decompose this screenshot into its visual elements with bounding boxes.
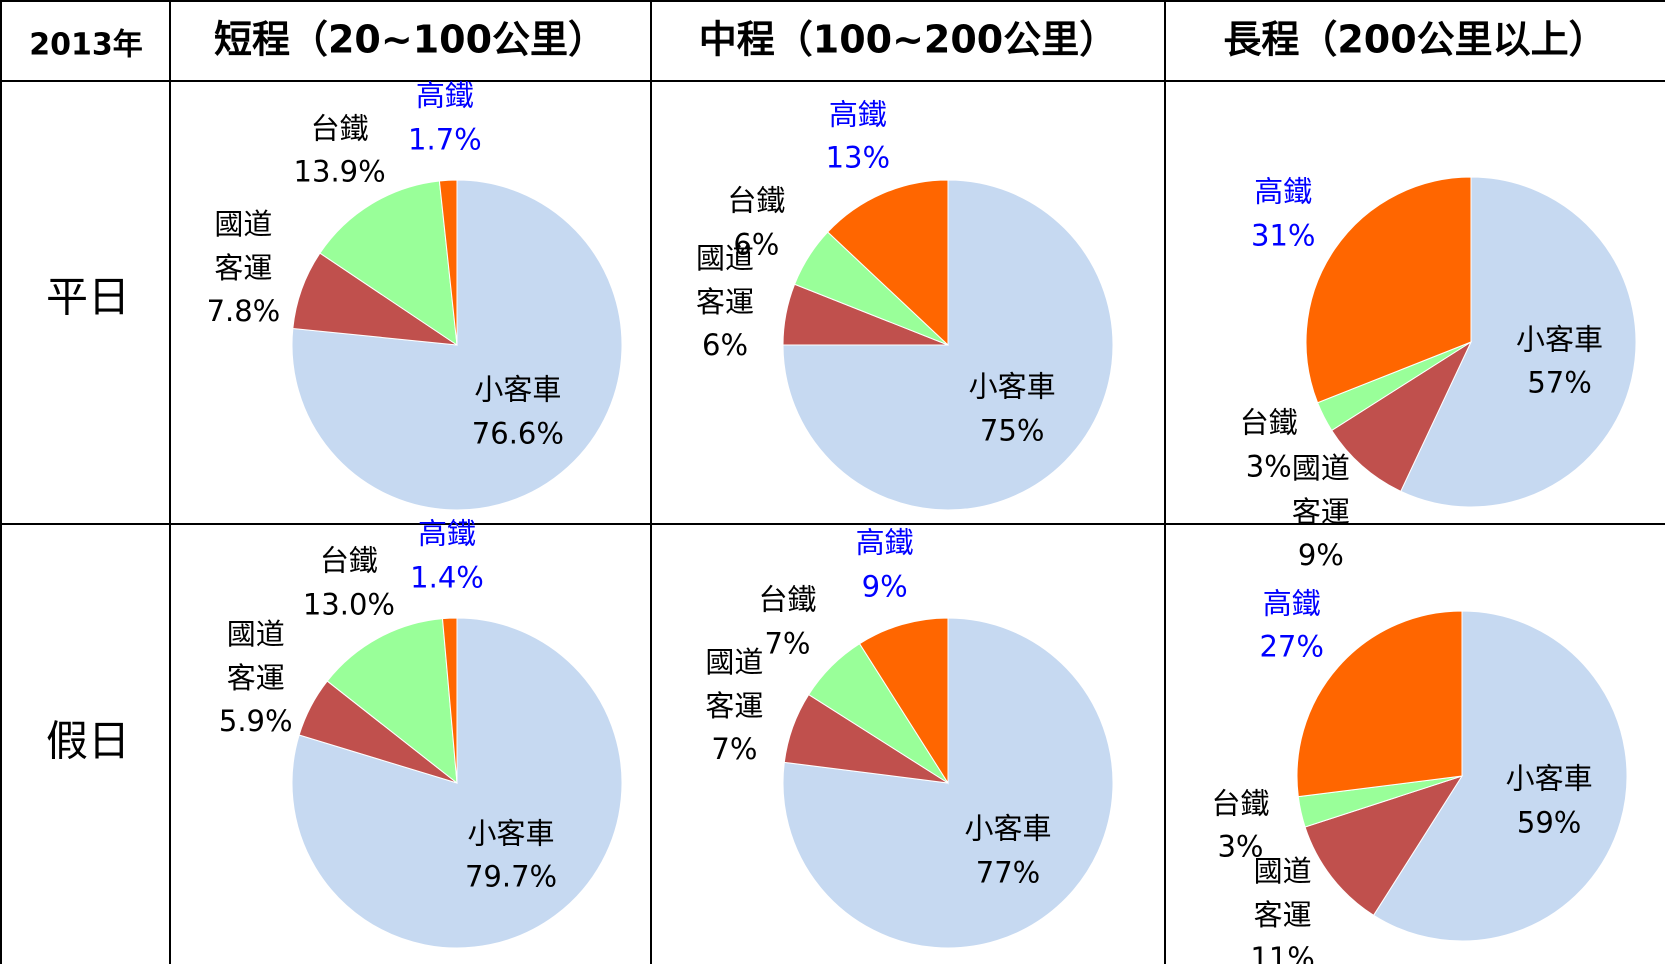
pie-slice [1400,176,1637,508]
category-label: 小客車 [1516,322,1604,357]
corner-header: 2013年 [29,28,143,63]
slice-label: 台鐵 3% [1211,782,1269,869]
pie-slice [782,617,1114,949]
value-label: 1.4% [410,560,484,595]
slice-label: 台鐵 7% [758,579,816,666]
category-label: 小客車 [964,811,1052,846]
slice-label: 小客車 76.6% [472,369,564,456]
pie-slice [827,179,949,347]
slice-label: 國道客運 5.9% [219,613,293,744]
value-label: 75% [979,413,1045,448]
pie-slice [326,618,458,785]
value-label: 3% [1245,449,1292,484]
row-header: 平日 [46,273,130,322]
value-label: 7.8% [206,293,281,328]
slice-label: 小客車 57% [1516,318,1603,405]
slice-label: 小客車 75% [969,366,1056,453]
column-header: 中程（100~200公里） [699,18,1117,62]
slice-label: 台鐵 13.0% [303,540,395,627]
value-label: 3% [1217,829,1264,864]
category-label: 高鐵 [418,516,477,551]
slice-label: 高鐵 1.7% [408,75,482,162]
slice-label: 高鐵 27% [1259,582,1323,669]
row-header: 假日 [46,717,130,766]
category-label: 國道客運 [214,206,273,285]
value-label: 1.7% [408,122,482,157]
pie-slice [1372,610,1628,942]
column-header: 短程（20~100公里） [214,18,606,62]
slice-label: 台鐵 6% [727,180,785,267]
value-label: 59% [1516,805,1582,840]
category-label: 高鐵 [855,525,914,560]
value-label: 13% [825,140,891,175]
slice-label: 國道客運 9% [1292,447,1350,578]
value-label: 31% [1251,218,1316,253]
column-header: 長程（200公里以上） [1223,18,1606,62]
slice-label: 台鐵 13.9% [294,107,386,194]
category-label: 台鐵 [727,183,786,218]
category-label: 台鐵 [758,582,817,617]
value-label: 79.7% [464,859,558,894]
value-label: 13.0% [302,587,395,622]
category-label: 高鐵 [828,97,887,132]
value-label: 13.9% [293,154,386,189]
category-label: 台鐵 [310,111,369,146]
pie-slice [319,180,458,347]
category-label: 國道客運 [226,616,285,695]
value-label: 77% [975,855,1041,890]
slice-label: 國道客運 6% [696,237,754,368]
category-label: 小客車 [968,369,1056,404]
category-label: 國道客運 [1291,451,1350,529]
category-label: 台鐵 [319,543,378,578]
value-label: 6% [702,328,749,363]
category-label: 高鐵 [1254,174,1313,209]
value-label: 76.6% [471,416,564,451]
slice-label: 高鐵 13% [826,93,890,180]
pie-slice [1304,775,1464,917]
value-label: 27% [1259,629,1324,664]
slice-label: 台鐵 3% [1240,402,1298,489]
value-label: 11% [1250,940,1315,964]
slice-label: 高鐵 1.4% [410,513,484,600]
category-label: 小客車 [467,816,555,851]
value-label: 7% [711,731,758,766]
slice-label: 高鐵 9% [856,522,914,609]
value-label: 6% [733,227,780,262]
value-label: 9% [861,569,908,603]
pie-slice [438,179,458,346]
pie-slice [1330,340,1473,492]
value-label: 5.9% [218,703,293,738]
category-label: 台鐵 [1239,405,1298,440]
category-label: 小客車 [1505,761,1593,796]
pie-slice [441,617,458,784]
category-label: 小客車 [474,372,562,407]
slice-label: 小客車 77% [964,808,1051,895]
pie-slice [858,617,949,785]
category-label: 國道客運 [705,644,764,723]
category-label: 高鐵 [1262,586,1321,621]
slice-label: 小客車 59% [1506,758,1593,845]
slice-label: 國道客運 7.8% [207,203,281,334]
pie-slice [1296,610,1463,798]
slice-label: 小客車 79.7% [465,812,557,899]
category-label: 台鐵 [1211,786,1270,821]
value-label: 9% [1297,538,1344,573]
slice-label: 國道客運 7% [705,641,763,772]
pie-slice [1305,176,1472,404]
slice-label: 高鐵 31% [1251,171,1315,258]
value-label: 7% [764,626,811,661]
value-label: 57% [1527,365,1592,400]
category-label: 高鐵 [415,78,474,113]
slice-label: 國道客運 11% [1250,850,1314,964]
pie-slice [782,179,1114,511]
category-label: 國道客運 [696,241,755,319]
category-label: 國道客運 [1253,853,1312,932]
